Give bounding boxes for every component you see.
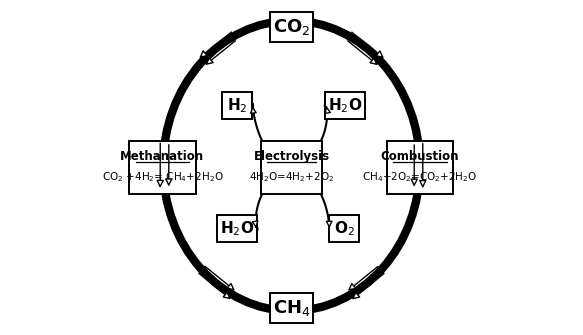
Text: Methanation: Methanation — [120, 150, 205, 163]
Text: O$_2$: O$_2$ — [334, 219, 354, 238]
FancyBboxPatch shape — [217, 214, 258, 242]
Text: CO$_2$ +4H$_2$= CH$_4$+2H$_2$O: CO$_2$ +4H$_2$= CH$_4$+2H$_2$O — [101, 170, 223, 184]
Text: H$_2$: H$_2$ — [227, 96, 248, 115]
Text: CH$_4$: CH$_4$ — [273, 298, 310, 318]
FancyBboxPatch shape — [261, 141, 322, 194]
FancyBboxPatch shape — [129, 141, 196, 194]
FancyBboxPatch shape — [270, 293, 313, 323]
Text: 4H$_2$O=4H$_2$+2O$_2$: 4H$_2$O=4H$_2$+2O$_2$ — [249, 170, 334, 184]
FancyBboxPatch shape — [223, 92, 252, 120]
Text: H$_2$O: H$_2$O — [220, 219, 255, 238]
Text: Electrolysis: Electrolysis — [254, 150, 329, 163]
FancyBboxPatch shape — [387, 141, 454, 194]
Text: CH$_4$+2O$_2$=CO$_2$+2H$_2$O: CH$_4$+2O$_2$=CO$_2$+2H$_2$O — [362, 170, 477, 184]
Text: Combustion: Combustion — [381, 150, 459, 163]
FancyBboxPatch shape — [325, 92, 365, 120]
Text: H$_2$O: H$_2$O — [328, 96, 362, 115]
FancyBboxPatch shape — [329, 214, 359, 242]
FancyBboxPatch shape — [270, 12, 313, 43]
Text: CO$_2$: CO$_2$ — [273, 17, 310, 38]
